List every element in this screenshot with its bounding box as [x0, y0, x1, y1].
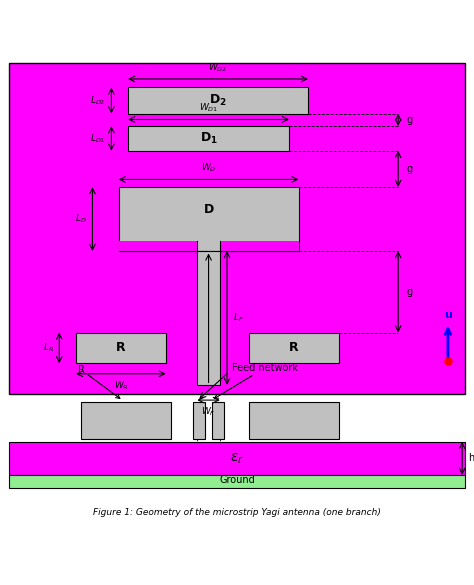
Text: $W_{D1}$: $W_{D1}$ [199, 102, 218, 114]
Text: $W_{D}$: $W_{D}$ [201, 161, 216, 174]
Text: $\mathbf{R}$: $\mathbf{R}$ [115, 342, 127, 355]
Text: $L_{D1}$: $L_{D1}$ [91, 132, 106, 144]
Text: $L_R$: $L_R$ [43, 342, 54, 354]
Text: $W_F$: $W_F$ [201, 405, 216, 418]
Text: g: g [407, 164, 413, 174]
Text: $\mathbf{D_1}$: $\mathbf{D_1}$ [200, 131, 218, 146]
Bar [128, 88, 308, 113]
Text: $L_{D2}$: $L_{D2}$ [91, 94, 106, 107]
Text: $\mathbf{D}$: $\mathbf{D}$ [203, 203, 214, 216]
Bar [118, 187, 299, 251]
Bar [212, 401, 224, 439]
Text: $W_{D2}$: $W_{D2}$ [209, 61, 228, 74]
Text: u: u [444, 309, 452, 319]
Bar [193, 401, 205, 439]
Bar [249, 401, 339, 439]
Bar [9, 442, 465, 475]
Text: Figure 1: Geometry of the microstrip Yagi antenna (one branch): Figure 1: Geometry of the microstrip Yag… [93, 508, 381, 517]
Text: $W_R$: $W_R$ [113, 379, 128, 391]
Text: $\mathbf{R}$: $\mathbf{R}$ [288, 342, 300, 355]
Bar [118, 240, 197, 251]
Bar [220, 240, 299, 251]
Text: Feed network: Feed network [214, 363, 298, 398]
Text: g: g [407, 287, 413, 297]
Bar [197, 251, 220, 385]
Text: Ground: Ground [219, 475, 255, 485]
Text: $\varepsilon_r$: $\varepsilon_r$ [230, 451, 244, 466]
Bar [9, 63, 465, 394]
Bar [81, 401, 171, 439]
Bar [9, 475, 465, 488]
Text: $L_F$: $L_F$ [233, 312, 244, 324]
Text: R: R [78, 365, 120, 398]
Text: g: g [407, 115, 413, 125]
Bar [128, 126, 289, 151]
Text: $\mathbf{D_2}$: $\mathbf{D_2}$ [209, 93, 227, 108]
Bar [76, 332, 166, 363]
Text: h: h [468, 453, 474, 463]
Bar [249, 332, 339, 363]
Text: $L_{D}$: $L_{D}$ [75, 213, 87, 225]
